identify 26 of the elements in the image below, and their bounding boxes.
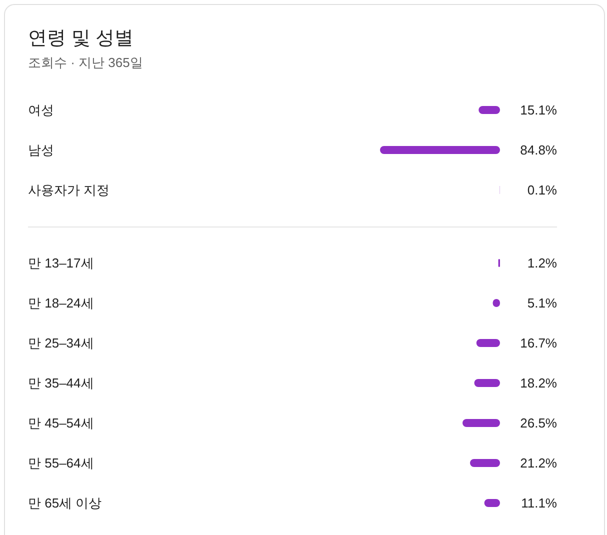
bar [476, 339, 500, 347]
bar [470, 459, 500, 467]
text: 연령 및 성별 [28, 28, 134, 49]
data-label: 5.1% [527, 296, 558, 310]
data-label: 16.7% [520, 336, 558, 350]
y-tick-label: 사용자가 지정 [28, 182, 110, 198]
y-tick-label: 만 45–54세 [28, 416, 94, 430]
data-label: 18.2% [520, 376, 558, 390]
y-tick-label: 만 65세 이상 [28, 496, 102, 510]
y-tick-label: 만 13–17세 [28, 256, 94, 270]
data-label: 84.8% [520, 142, 558, 158]
y-tick-label: 만 25–34세 [28, 336, 94, 350]
data-label: 21.2% [520, 456, 558, 470]
y-tick-label: 만 35–44세 [28, 376, 94, 390]
data-label: 1.2% [527, 256, 558, 270]
data-label: 0.1% [527, 182, 558, 198]
bar [462, 419, 500, 427]
data-label: 15.1% [520, 102, 558, 118]
y-tick-label: 여성 [28, 102, 54, 118]
y-tick-label: 만 18–24세 [28, 296, 94, 310]
text: 조회수 · 지난 365일 [28, 55, 143, 70]
data-label: 11.1% [521, 496, 558, 510]
data-label: 26.5% [520, 416, 558, 430]
y-tick-label: 만 55–64세 [28, 456, 94, 470]
y-tick-label: 남성 [28, 142, 54, 158]
bar [474, 379, 500, 387]
